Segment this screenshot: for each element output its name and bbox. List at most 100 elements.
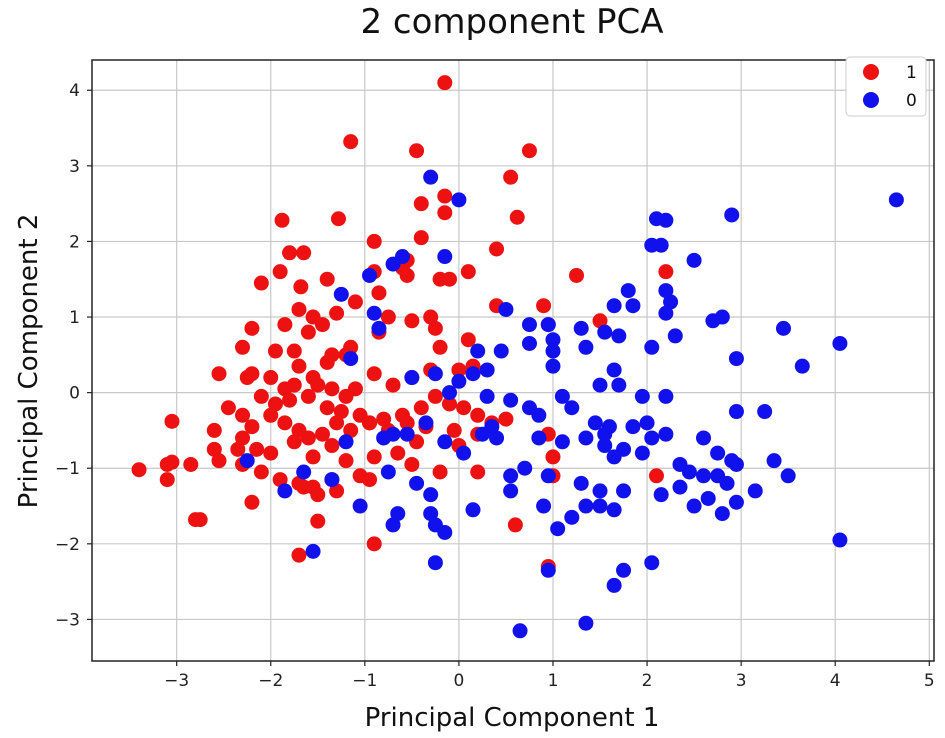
data-point [423,506,439,522]
data-point [616,483,632,499]
data-point [634,445,650,461]
data-point [658,388,674,404]
data-point [314,317,330,333]
data-point [371,320,387,336]
data-point [564,400,580,416]
data-point [291,547,307,563]
data-point [578,615,594,631]
legend: 1 0 [845,56,927,117]
data-point [253,275,269,291]
data-point [277,317,293,333]
data-point [437,524,453,540]
data-point [427,320,443,336]
data-point [286,377,302,393]
data-point [131,462,147,478]
data-point [432,339,448,355]
data-point [437,434,453,450]
data-point [183,456,199,472]
data-point [465,502,481,518]
data-point [362,415,378,431]
data-point [470,343,486,359]
data-point [244,419,260,435]
data-point [305,543,321,559]
data-point [239,370,255,386]
data-point [220,400,236,416]
data-point [606,362,622,378]
data-point [300,430,316,446]
data-point [597,324,613,340]
data-point [489,430,505,446]
data-point [333,286,349,302]
data-point [474,426,490,442]
data-point [531,407,547,423]
data-point [658,426,674,442]
y-tick-label: −3 [55,610,80,630]
data-point [399,426,415,442]
data-point [728,404,744,420]
legend-label-0: 0 [906,91,917,111]
data-point [413,196,429,212]
data-point [296,479,312,495]
data-point [592,483,608,499]
data-point [531,430,547,446]
data-point [286,343,302,359]
x-tick-label: 1 [548,671,559,691]
data-point [329,483,345,499]
data-point [423,487,439,503]
data-point [385,256,401,272]
data-point [282,392,298,408]
data-point [498,411,514,427]
data-point [211,453,227,469]
legend-marker-1 [863,64,879,80]
data-point [314,426,330,442]
data-point [521,317,537,333]
x-tick-label: 4 [830,671,841,691]
data-point [540,317,556,333]
data-point [418,415,434,431]
data-point [343,422,359,438]
data-point [728,494,744,510]
data-point [263,445,279,461]
x-axis-title: Principal Component 1 [365,703,660,733]
data-point [404,456,420,472]
data-point [404,370,420,386]
data-point [489,241,505,257]
data-point [536,498,552,514]
data-point [451,362,467,378]
data-point [310,487,326,503]
data-point [282,245,298,261]
legend-label-1: 1 [906,63,917,83]
data-point [644,555,660,571]
data-point [277,483,293,499]
data-point [832,335,848,351]
data-point [404,313,420,329]
y-tick-label: 0 [69,384,80,404]
data-point [700,490,716,506]
data-point [427,555,443,571]
x-tick-label: −2 [258,671,283,691]
data-point [728,456,744,472]
data-point [625,298,641,314]
data-point [347,294,363,310]
data-point [554,434,570,450]
data-point [371,285,387,301]
data-point [451,373,467,389]
data-point [413,230,429,246]
data-point [300,388,316,404]
data-point [639,415,655,431]
data-point [611,377,627,393]
data-point [545,343,561,359]
x-tick-label: 5 [924,671,935,691]
axis-ticks: −3 −2 −1 0 1 2 3 4 5 −3 −2 −1 0 1 2 3 4 [55,81,935,691]
data-point [362,472,378,488]
data-point [507,517,523,533]
data-point [606,502,622,518]
data-point [338,434,354,450]
data-point [427,366,443,382]
data-point [310,513,326,529]
data-point [319,354,335,370]
data-point [432,464,448,480]
y-axis-title: Principal Component 2 [14,214,44,509]
data-point [686,252,702,268]
data-point [503,468,519,484]
